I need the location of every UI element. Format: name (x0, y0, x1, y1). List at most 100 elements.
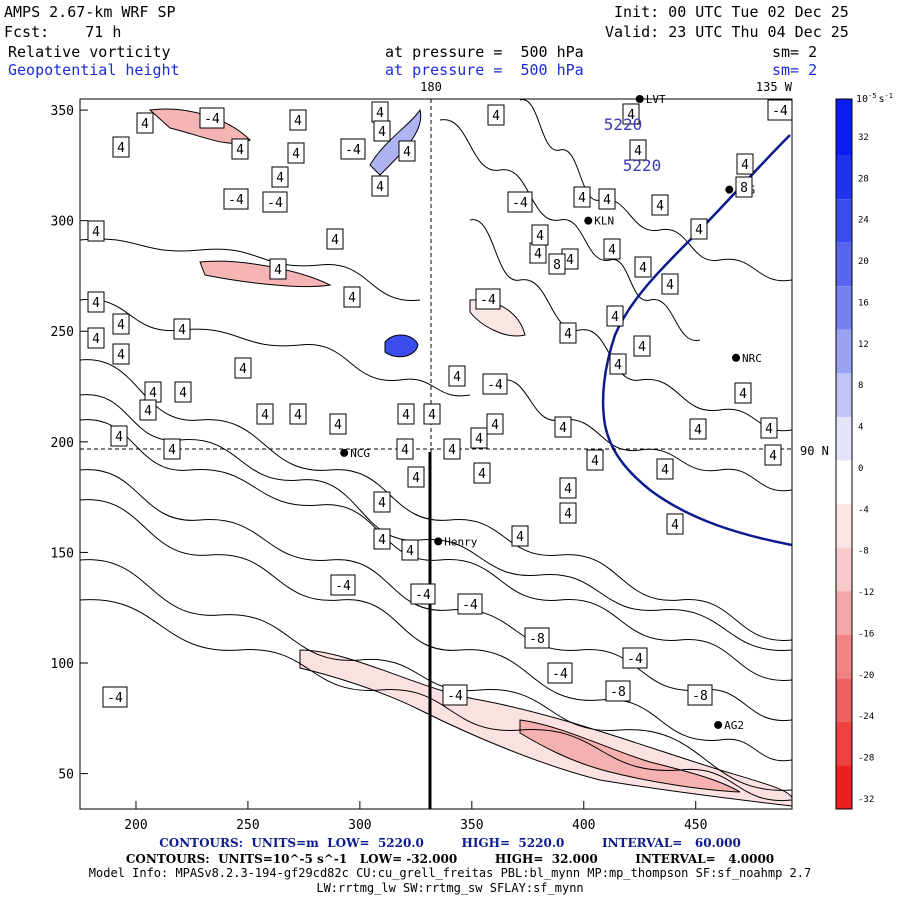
colorbar-tick-label: -8 (858, 547, 869, 557)
station-marker (584, 216, 593, 225)
contour-label-box (443, 438, 461, 460)
vorticity-contour (80, 499, 792, 762)
negative-vorticity-core (519, 719, 741, 793)
contour-label: 4 (376, 180, 384, 195)
colorbar-swatch (836, 199, 852, 243)
colorbar-swatch (836, 460, 852, 505)
colorbar-tick-label: 0 (858, 464, 863, 474)
contour-label-box (289, 109, 307, 131)
contour-label: 4 (639, 261, 647, 276)
init-time: Init: 00 UTC Tue 02 Dec 25 (614, 3, 849, 21)
contour-label: 4 (412, 471, 420, 486)
contour-label-box (371, 175, 389, 197)
station-label: NRC (742, 352, 762, 365)
contour-label: 4 (149, 386, 157, 401)
contour-label: 4 (117, 141, 125, 156)
contour-label: 4 (115, 430, 123, 445)
colorbar-tick-label: 28 (858, 174, 869, 184)
contour-label: 4 (627, 108, 635, 123)
positive-vorticity-top (369, 108, 422, 176)
positive-vorticity-blob (384, 334, 419, 358)
contour-label: -4 (335, 579, 351, 594)
contour-label-box (734, 382, 752, 404)
contour-label-box (199, 107, 225, 129)
lon-135w-label: 135 W (756, 80, 793, 94)
contour-label: 4 (406, 544, 414, 559)
y-tick-label: 200 (51, 436, 74, 451)
footer-model-info-2: LW:rrtmg_lw SW:rrtmg_sw SFLAY:sf_mynn (316, 881, 584, 895)
contour-label: -4 (627, 652, 643, 667)
contour-label: 4 (403, 145, 411, 160)
model-title: AMPS 2.67-km WRF SP (4, 3, 176, 21)
contour-label: 4 (536, 229, 544, 244)
contour-label: 4 (661, 463, 669, 478)
station-label: Henry (444, 535, 477, 548)
vorticity-contour (469, 219, 792, 432)
contour-label: 4 (516, 530, 524, 545)
contour-label: 4 (331, 233, 339, 248)
contour-label-box (598, 188, 616, 210)
contour-label-box (163, 438, 181, 460)
contour-label-box (136, 112, 154, 134)
contour-label-box (343, 286, 361, 308)
contour-label: 4 (608, 243, 616, 258)
contour-label-box (559, 502, 577, 524)
colorbar-tick-label: -20 (858, 671, 874, 681)
vorticity-contour (80, 359, 792, 641)
contour-label-box (87, 327, 105, 349)
contour-label-box (87, 220, 105, 242)
colorbar-tick-label: -28 (858, 754, 874, 764)
colorbar-tick-label: -16 (858, 629, 874, 639)
contour-label: -4 (345, 143, 361, 158)
contour-label-box (687, 684, 713, 706)
colorbar-swatch (836, 547, 852, 592)
contour-label-box (289, 403, 307, 425)
contour-label-box (271, 166, 289, 188)
contour-label-box (102, 686, 128, 708)
station-label: AG2 (724, 719, 744, 732)
x-tick-label: 450 (684, 818, 707, 833)
contour-label-box (262, 191, 288, 213)
plot-field (80, 99, 792, 807)
contour-label-box (269, 258, 287, 280)
contour-label-box (340, 138, 366, 160)
contour-label-box (603, 238, 621, 260)
contour-label-box (423, 403, 441, 425)
contour-label: 4 (378, 533, 386, 548)
field1-name: Relative vorticity (8, 43, 171, 61)
contour-label: 4 (378, 496, 386, 511)
contour-label: 4 (578, 191, 586, 206)
contour-label-box (609, 353, 627, 375)
colorbar-swatch (836, 373, 852, 417)
contour-label: 4 (614, 358, 622, 373)
contour-label-box (407, 466, 425, 488)
contour-label-box (559, 477, 577, 499)
contour-label: 4 (141, 117, 149, 132)
colorbar-swatch (836, 416, 852, 461)
contour-label-box (410, 583, 436, 605)
contour-label: 4 (401, 443, 409, 458)
contour-label: 4 (475, 432, 483, 447)
x-tick-label: 250 (236, 818, 259, 833)
contour-label: 4 (739, 387, 747, 402)
contour-label-box (326, 228, 344, 250)
contour-label-box (482, 373, 508, 395)
lat-90n-label: 90 N (800, 444, 829, 458)
colorbar-tick-label: 8 (858, 381, 863, 391)
colorbar-tick-label: 16 (858, 298, 869, 308)
contour-label-box (634, 256, 652, 278)
contour-label: -4 (204, 112, 220, 127)
colorbar-frame (835, 98, 853, 810)
contour-label: 4 (294, 408, 302, 423)
contour-label: -4 (415, 588, 431, 603)
colorbar-tick-label: -4 (858, 505, 869, 515)
contour-label: 4 (236, 143, 244, 158)
contour-label-box (87, 291, 105, 313)
contour-label: -4 (267, 196, 283, 211)
contour-label-box (656, 458, 674, 480)
colorbar-swatch (836, 155, 852, 200)
contour-label: 4 (117, 318, 125, 333)
contour-label-box (531, 224, 549, 246)
x-tick-label: 350 (460, 818, 483, 833)
